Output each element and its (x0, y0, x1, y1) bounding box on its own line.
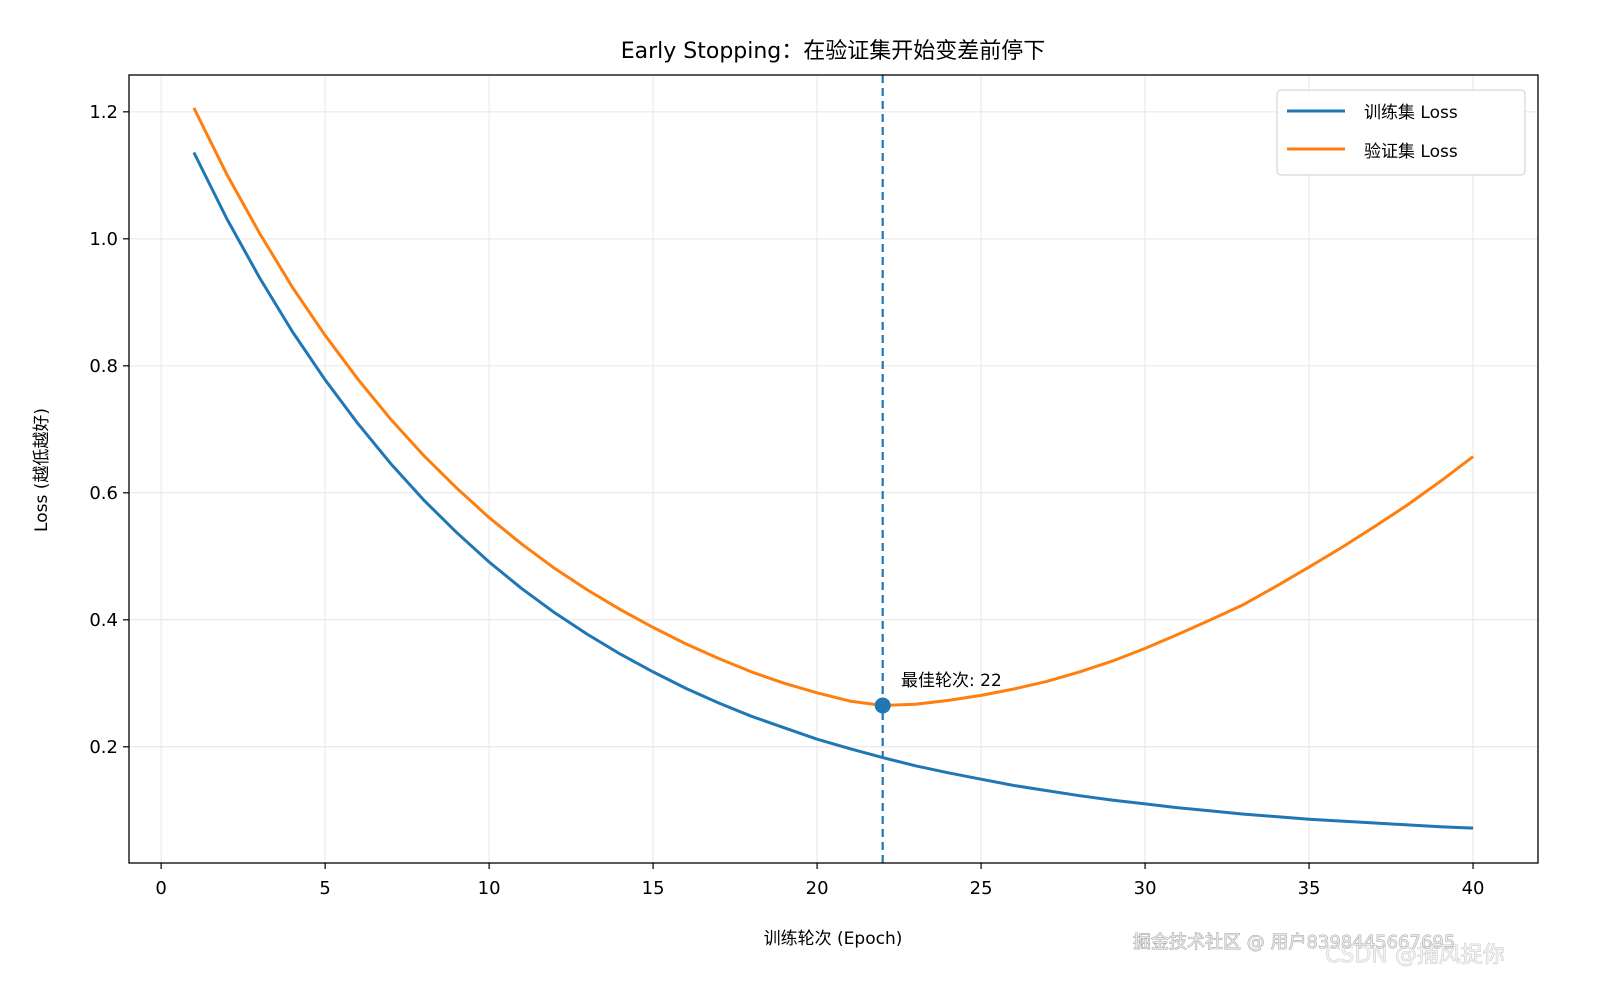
y-tick-label: 1.2 (89, 102, 118, 123)
y-tick-label: 0.8 (89, 356, 118, 377)
legend-label-train: 训练集 Loss (1364, 103, 1458, 123)
grid (129, 75, 1538, 863)
plot-area (192, 75, 1475, 863)
x-axis: 0 5 10 15 20 25 30 35 40 (155, 863, 1485, 899)
legend: 训练集 Loss 验证集 Loss (1276, 89, 1526, 176)
y-tick-label: 0.6 (89, 483, 118, 504)
x-tick-label: 5 (319, 878, 330, 899)
x-tick-label: 25 (970, 878, 993, 899)
x-tick-label: 20 (806, 878, 829, 899)
x-axis-label: 训练轮次 (Epoch) (764, 929, 903, 949)
y-axis: 0.2 0.4 0.6 0.8 1.0 1.2 (89, 102, 129, 758)
y-tick-label: 0.4 (89, 610, 118, 631)
best-epoch-marker (874, 697, 891, 714)
legend-label-val: 验证集 Loss (1364, 142, 1458, 162)
watermark-juejin: 掘金技术社区 @ 用户8398445667695 (1133, 932, 1455, 953)
val-loss-line (192, 107, 1475, 707)
axes-frame (128, 74, 1539, 864)
best-epoch-annotation: 最佳轮次: 22 (901, 671, 1002, 691)
train-loss-line (192, 151, 1474, 830)
x-tick-label: 30 (1134, 878, 1157, 899)
x-tick-label: 15 (642, 878, 665, 899)
chart-title: Early Stopping：在验证集开始变差前停下 (621, 39, 1046, 64)
x-tick-label: 10 (478, 878, 501, 899)
x-tick-label: 40 (1462, 878, 1485, 899)
x-tick-label: 0 (155, 878, 166, 899)
y-axis-label: Loss (越低越好) (32, 408, 52, 532)
y-tick-label: 1.0 (89, 229, 118, 250)
y-tick-label: 0.2 (89, 737, 118, 758)
watermark-csdn: CSDN @捕风捉你 (1325, 943, 1505, 968)
x-tick-label: 35 (1298, 878, 1321, 899)
